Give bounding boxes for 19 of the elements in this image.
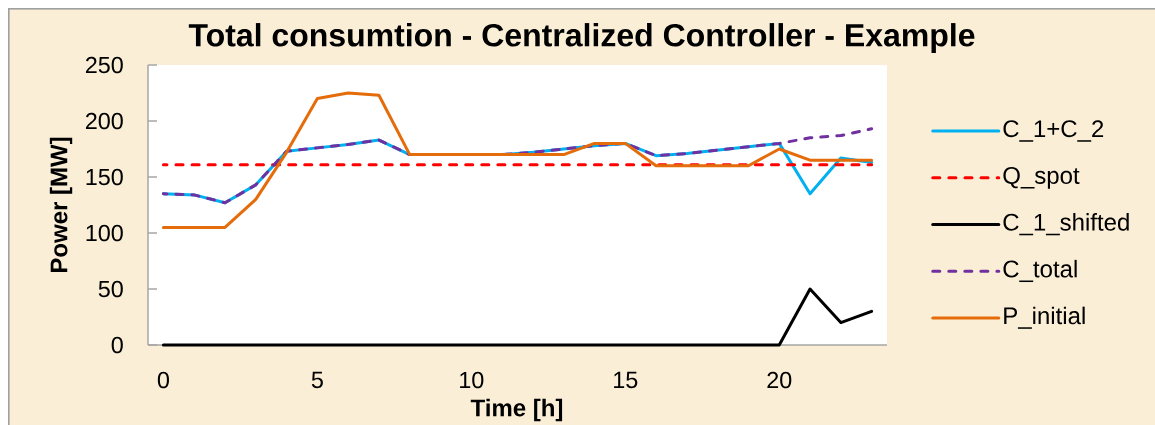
legend-label: Q_spot [1003, 166, 1080, 189]
y-axis-title: Power [MW] [49, 137, 73, 273]
y-tick-label: 200 [85, 112, 123, 130]
x-tick-label: 20 [767, 371, 792, 389]
x-axis-title: Time [h] [470, 398, 563, 422]
y-tick-label: 150 [86, 168, 123, 186]
x-tick-label: 5 [311, 371, 323, 389]
y-tick-label: 50 [98, 280, 123, 298]
x-tick-label: 0 [157, 371, 169, 389]
legend-label: C_total [1003, 259, 1077, 283]
chart-title: Total consumtion - Centralized Controller - Example [188, 23, 975, 53]
y-tick-label: 100 [86, 224, 123, 242]
x-tick-label: 15 [614, 371, 638, 389]
x-tick-label: 10 [460, 371, 484, 389]
y-tick-label: 0 [111, 336, 123, 354]
legend-label: P_initial [1004, 306, 1085, 329]
y-tick-label: 250 [85, 56, 123, 74]
legend-label: C_1_shifted [1003, 213, 1129, 236]
legend-label: C_1+C_2 [1003, 120, 1104, 142]
